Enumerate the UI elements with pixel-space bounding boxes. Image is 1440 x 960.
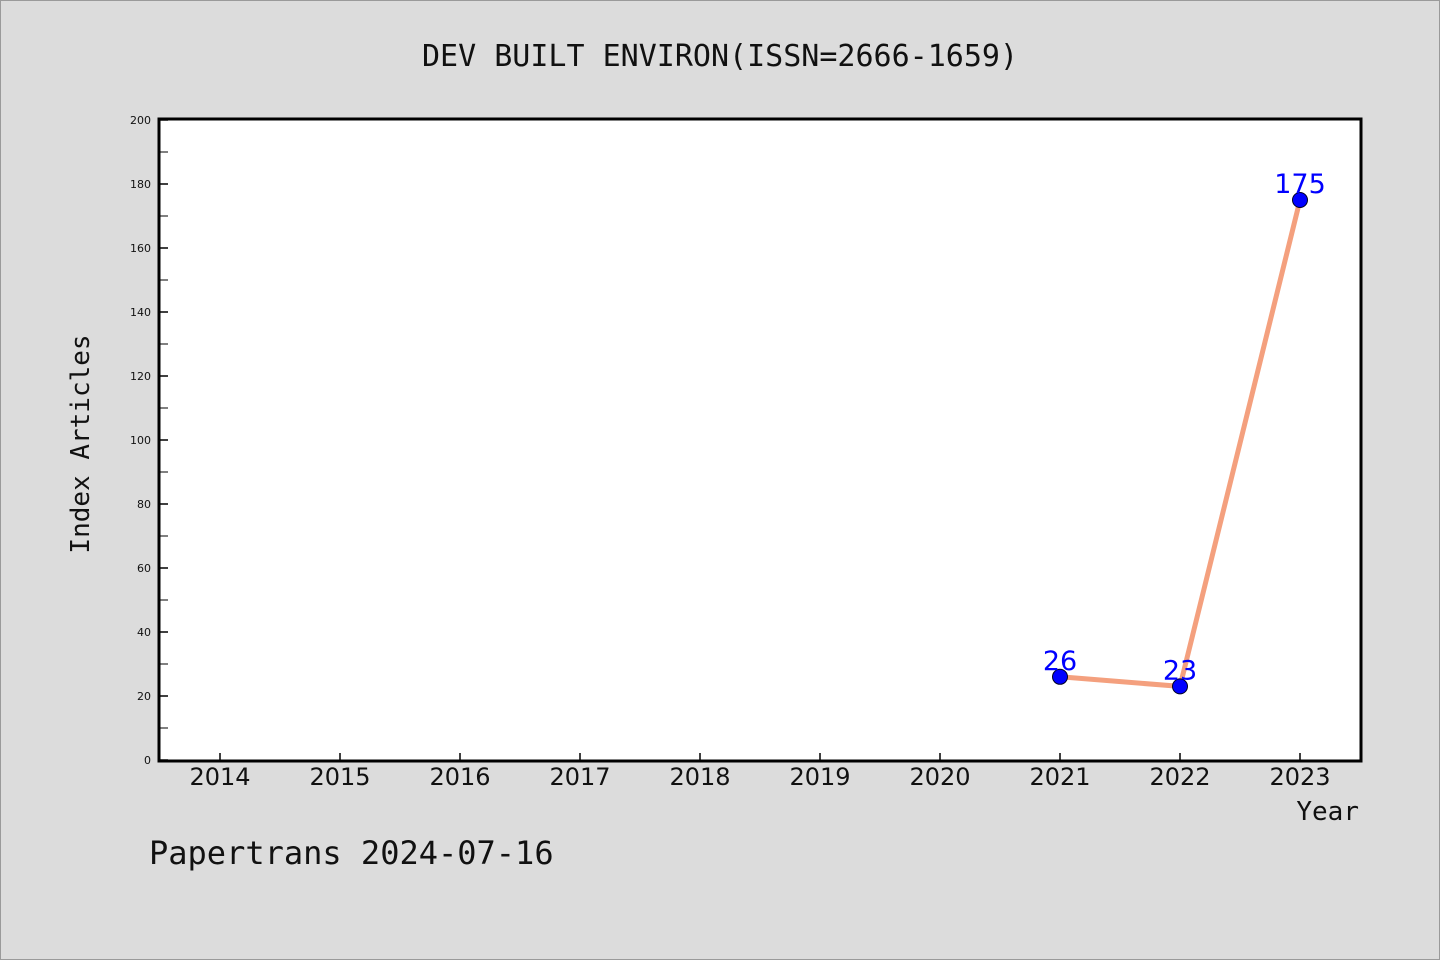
x-tick-label: 2016 xyxy=(429,763,490,791)
y-tick-label: 140 xyxy=(130,306,151,319)
x-tick-label: 2021 xyxy=(1029,763,1090,791)
y-tick-label: 40 xyxy=(137,626,151,639)
y-tick-label: 0 xyxy=(144,754,151,767)
x-tick-label: 2018 xyxy=(669,763,730,791)
data-label: 26 xyxy=(1043,646,1077,677)
data-point xyxy=(1292,192,1308,208)
chart-title: DEV BUILT ENVIRON(ISSN=2666-1659) xyxy=(422,39,1018,74)
y-axis-label: Index Articles xyxy=(66,334,96,553)
x-tick-label: 2022 xyxy=(1149,763,1210,791)
data-point xyxy=(1172,678,1188,695)
data-label: 23 xyxy=(1163,655,1197,686)
y-axis: 0 20 40 60 80 100 120 140 160 180 200 xyxy=(130,114,168,767)
x-tick-label: 2015 xyxy=(309,763,370,791)
x-tick-label: 2014 xyxy=(189,763,250,791)
x-axis-label: Year xyxy=(1296,797,1359,827)
y-tick-label: 20 xyxy=(137,690,151,703)
footer-date: Papertrans 2024-07-16 xyxy=(149,834,554,872)
y-tick-label: 60 xyxy=(137,562,151,575)
y-tick-label: 180 xyxy=(130,178,151,191)
y-tick-label: 80 xyxy=(137,498,151,511)
series-layer: 26 23 175 xyxy=(1043,169,1326,695)
x-tick-label: 2020 xyxy=(909,763,970,791)
data-label: 175 xyxy=(1274,169,1326,200)
y-tick-label: 100 xyxy=(130,434,151,447)
x-tick-label: 2019 xyxy=(789,763,850,791)
x-tick-label: 2023 xyxy=(1269,763,1330,791)
x-axis: 2014 2015 2016 2017 2018 2019 2020 2021 2022 2023 xyxy=(189,753,1331,791)
y-tick-label: 200 xyxy=(130,114,151,127)
data-point xyxy=(1052,668,1068,685)
plot-area xyxy=(157,117,1363,763)
y-tick-label: 160 xyxy=(130,242,151,255)
x-tick-label: 2017 xyxy=(549,763,610,791)
y-tick-label: 120 xyxy=(130,370,151,383)
